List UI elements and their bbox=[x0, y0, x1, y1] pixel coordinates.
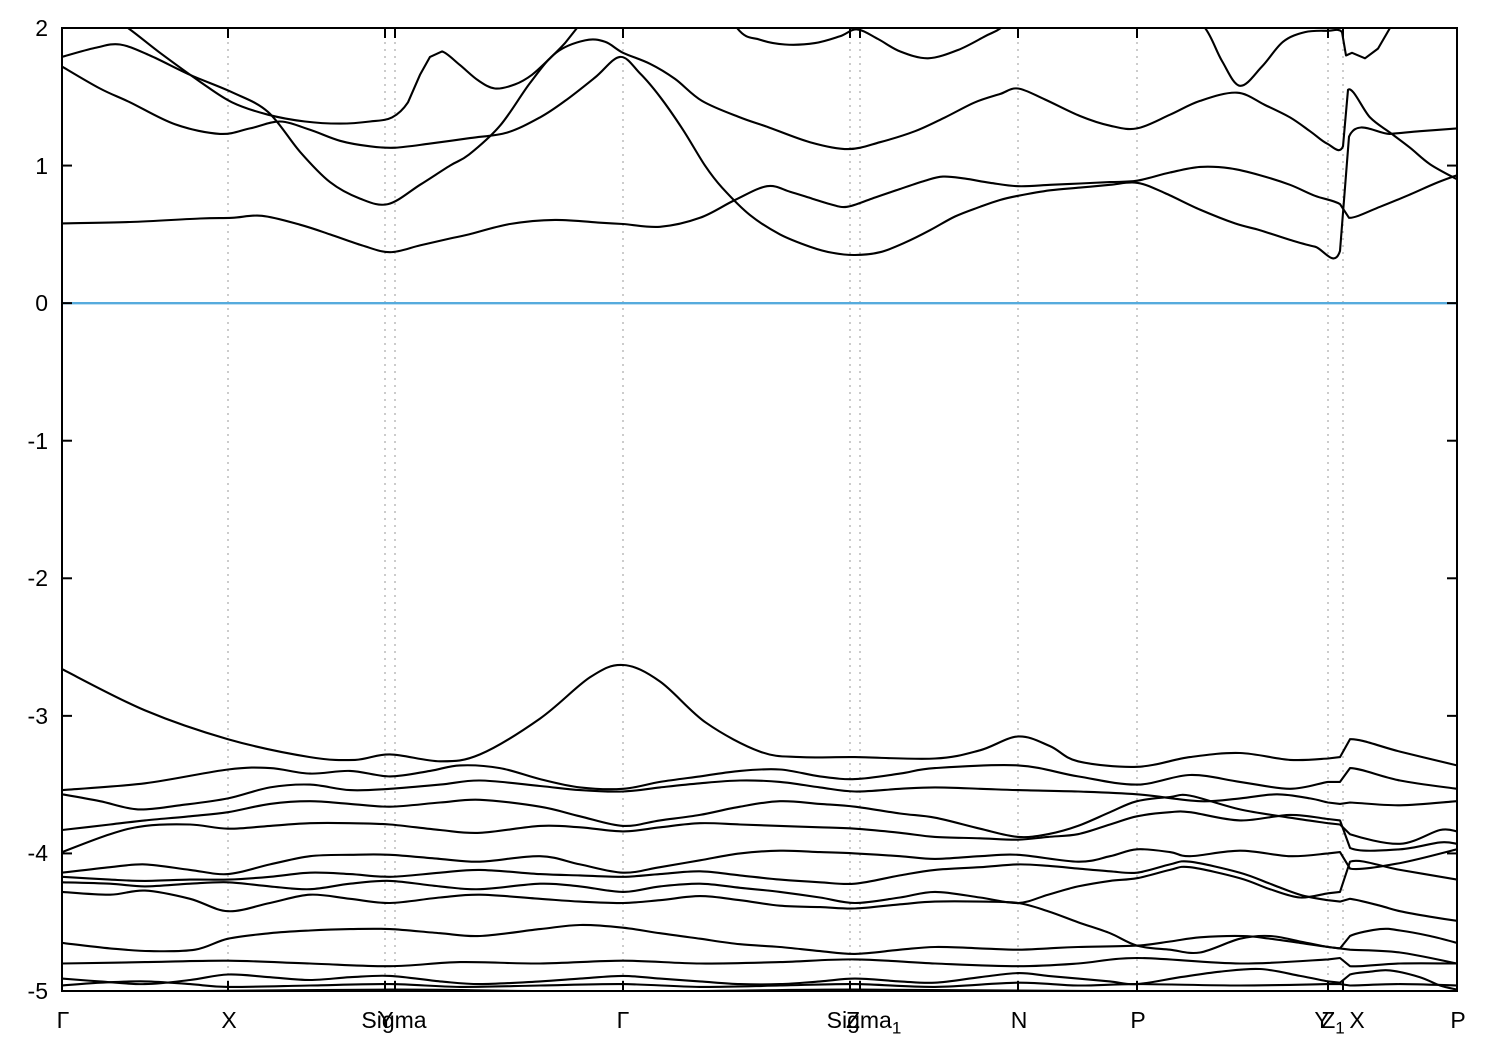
valence-band-4 bbox=[62, 793, 1457, 845]
valence-band-6 bbox=[62, 848, 1457, 876]
y-axis-tick-label: 1 bbox=[35, 152, 48, 179]
x-axis-kpoint-label: Y bbox=[378, 1007, 394, 1033]
valence-band-13 bbox=[62, 980, 1457, 988]
y-axis-tick-label: -2 bbox=[27, 565, 48, 592]
conduction-band-3 bbox=[62, 55, 1457, 260]
x-axis-kpoint-label: X bbox=[1349, 1007, 1365, 1033]
valence-band-10 bbox=[62, 923, 1457, 965]
x-axis-kpoint-label: Γ bbox=[56, 1007, 70, 1033]
valence-band-11 bbox=[62, 956, 1457, 968]
valence-band-1 bbox=[62, 663, 1457, 768]
y-axis-tick-label: -5 bbox=[27, 978, 48, 1004]
x-axis-kpoint-label: P bbox=[1130, 1007, 1146, 1033]
valence-band-3 bbox=[62, 779, 1457, 811]
valence-band-5 bbox=[62, 810, 1457, 854]
x-axis-kpoint-label: Z1 bbox=[1321, 1007, 1345, 1038]
x-axis-kpoint-label: Sigma bbox=[361, 1007, 427, 1033]
y-axis-tick-label: 0 bbox=[35, 290, 48, 317]
conduction-band-1 bbox=[62, 165, 1457, 254]
y-axis-tick-label: -1 bbox=[27, 427, 48, 454]
valence-band-9 bbox=[62, 889, 1457, 955]
gridlines bbox=[227, 28, 1344, 991]
energy-bands bbox=[62, 28, 1457, 991]
valence-band-12 bbox=[62, 967, 1457, 991]
x-axis-kpoint-label: Z bbox=[845, 1007, 861, 1033]
valence-band-2 bbox=[62, 763, 1457, 792]
x-axis-kpoint-label: N bbox=[1010, 1007, 1028, 1033]
valence-band-7 bbox=[62, 860, 1457, 922]
y-axis-tick-label: -4 bbox=[27, 840, 48, 867]
plot-border bbox=[61, 27, 1458, 992]
x-axis-kpoint-label: Γ bbox=[616, 1007, 630, 1033]
valence-band-8 bbox=[62, 859, 1457, 905]
y-axis-tick-label: -3 bbox=[27, 702, 48, 729]
x-axis-kpoint-label: P bbox=[1450, 1007, 1466, 1033]
x-axis-kpoint-label: X bbox=[221, 1007, 237, 1033]
conduction-band-4 bbox=[126, 28, 1392, 125]
y-axis-tick-label: 2 bbox=[35, 15, 48, 41]
x-axis-kpoint-label: Sigma1 bbox=[826, 1007, 902, 1038]
axis-ticks bbox=[62, 27, 1457, 992]
x-axis-kpoint-label: Y bbox=[1314, 1007, 1330, 1033]
conduction-band-2 bbox=[62, 38, 1457, 206]
